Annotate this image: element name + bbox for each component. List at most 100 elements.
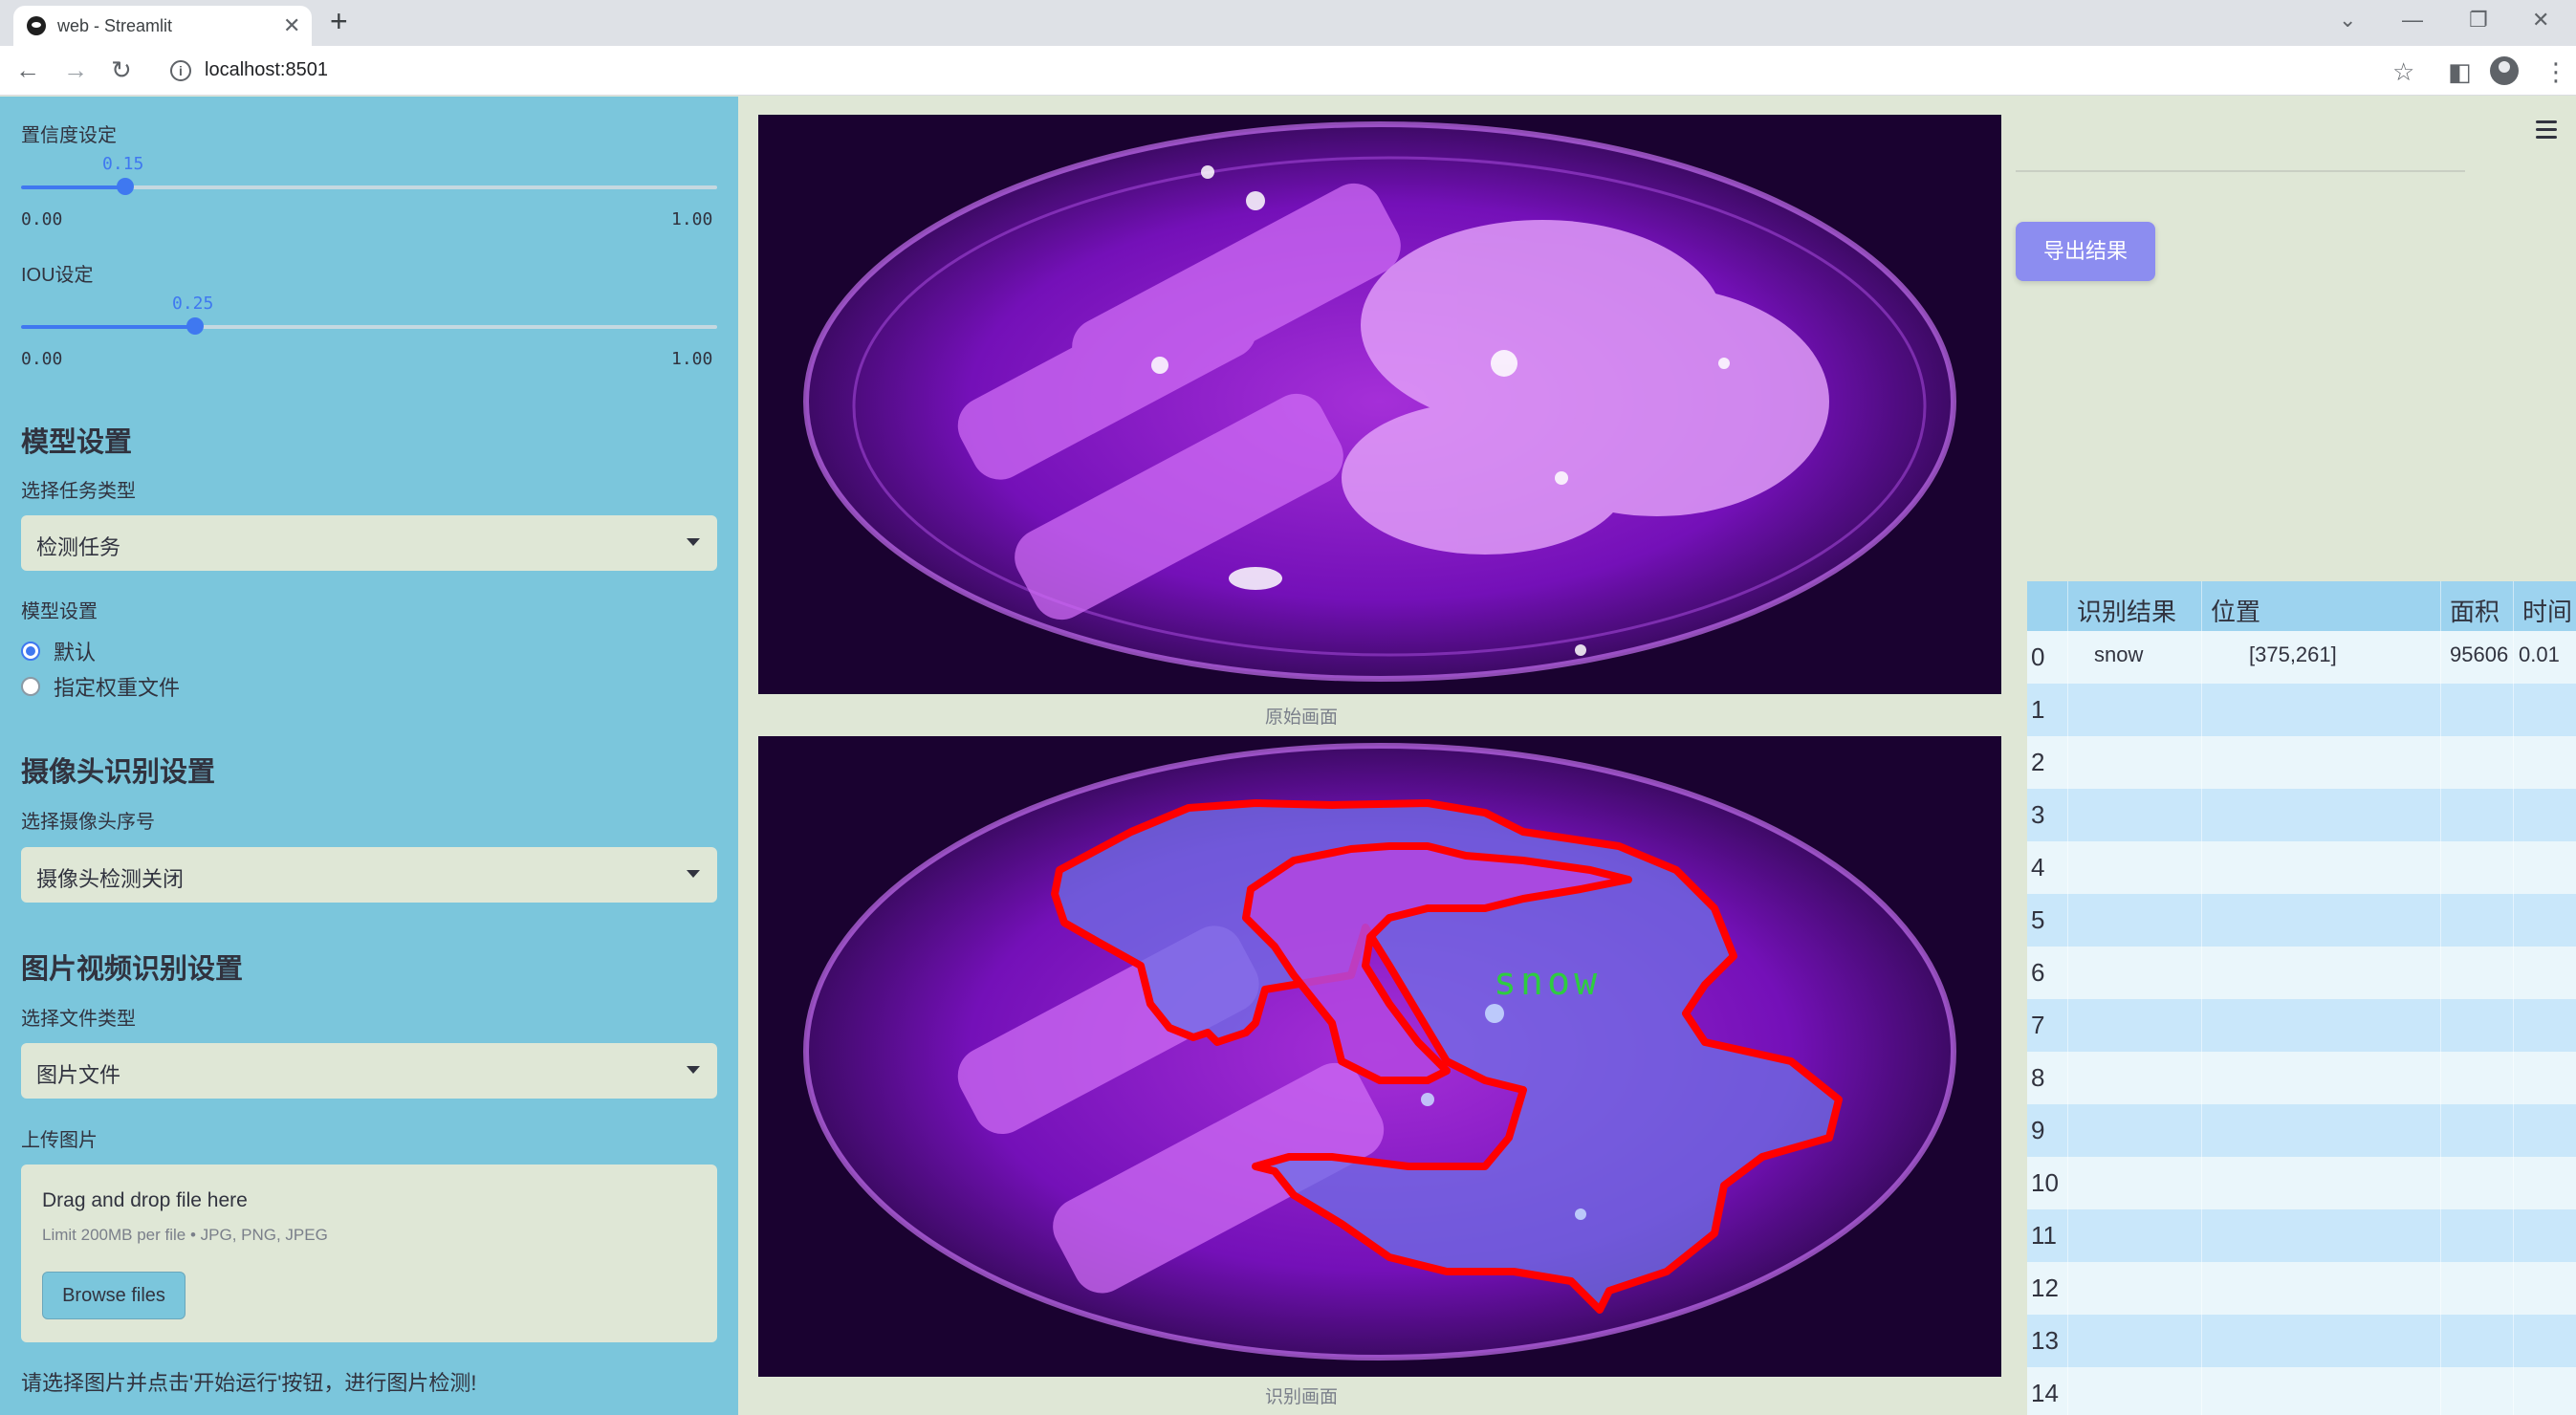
bookmark-star-icon[interactable]: ☆ — [2392, 57, 2415, 86]
radio-checked-icon[interactable] — [21, 642, 40, 661]
confidence-max: 1.00 — [671, 209, 713, 229]
radio-custom-weights[interactable]: 指定权重文件 — [21, 671, 180, 702]
header-position[interactable]: 位置 — [2211, 598, 2261, 626]
detection-mask — [1051, 799, 1843, 1314]
browser-tab-bar: web - Streamlit ✕ + ⌄ — ❐ ✕ — [0, 0, 2576, 46]
file-type-label: 选择文件类型 — [21, 1009, 136, 1030]
table-row[interactable]: 7 — [2027, 999, 2576, 1052]
browse-files-button[interactable]: Browse files — [42, 1272, 186, 1319]
browser-toolbar: ← → ↻ i localhost:8501 ☆ ◧ ⋮ — [0, 46, 2576, 96]
table-row[interactable]: 13 — [2027, 1315, 2576, 1367]
status-message: 请选择图片并点击'开始运行'按钮，进行图片检测! — [21, 1371, 477, 1395]
row-index: 5 — [2031, 905, 2045, 934]
side-panel-icon[interactable]: ◧ — [2448, 57, 2472, 86]
radio-default[interactable]: 默认 — [21, 636, 96, 666]
export-results-button[interactable]: 导出结果 — [2016, 222, 2155, 281]
iou-slider-thumb[interactable] — [186, 317, 204, 335]
model-label: 模型设置 — [21, 601, 98, 622]
streamlit-favicon-icon — [27, 16, 46, 35]
original-image-caption: 原始画面 — [1264, 708, 1338, 728]
cell-time: 0.01 — [2519, 642, 2560, 666]
table-row[interactable]: 5 — [2027, 894, 2576, 947]
table-row[interactable]: 0 snow [375,261] 95606 0.01 — [2027, 631, 2576, 684]
results-table[interactable]: 识别结果 位置 面积 时间 0 snow [375,261] 95606 0.01 1 2 3… — [2027, 581, 2576, 1415]
column-divider — [2513, 581, 2514, 1415]
tab-search-icon[interactable]: ⌄ — [2339, 8, 2357, 32]
upload-title: Drag and drop file here — [42, 1189, 248, 1211]
iou-slider-fill — [21, 325, 195, 329]
iou-slider[interactable] — [21, 317, 717, 335]
radio-unchecked-icon[interactable] — [21, 677, 40, 696]
header-result[interactable]: 识别结果 — [2077, 598, 2177, 626]
camera-index-select[interactable]: 摄像头检测关闭 — [21, 847, 717, 903]
window-close-icon[interactable]: ✕ — [2532, 8, 2550, 32]
task-type-value: 检测任务 — [36, 535, 121, 559]
divider — [2016, 170, 2465, 172]
table-row[interactable]: 8 — [2027, 1052, 2576, 1104]
header-area[interactable]: 面积 — [2450, 598, 2500, 626]
iou-max: 1.00 — [671, 349, 713, 369]
browser-menu-icon[interactable]: ⋮ — [2543, 57, 2568, 86]
address-bar[interactable]: i localhost:8501 — [157, 52, 2394, 90]
reload-icon[interactable]: ↻ — [111, 55, 132, 84]
profile-avatar-icon[interactable] — [2490, 56, 2519, 85]
confidence-label: 置信度设定 — [21, 125, 117, 146]
row-index: 1 — [2031, 695, 2045, 724]
browser-tab[interactable]: web - Streamlit ✕ — [13, 6, 312, 46]
chevron-down-icon — [687, 1066, 700, 1074]
cell-position: [375,261] — [2249, 642, 2337, 666]
forward-icon[interactable]: → — [63, 55, 88, 84]
table-row[interactable]: 10 — [2027, 1157, 2576, 1209]
table-row[interactable]: 1 — [2027, 684, 2576, 736]
table-row[interactable]: 3 — [2027, 789, 2576, 841]
chevron-down-icon — [687, 870, 700, 878]
column-divider — [2440, 581, 2441, 1415]
iou-min: 0.00 — [21, 349, 63, 369]
table-row[interactable]: 6 — [2027, 947, 2576, 999]
row-index: 11 — [2031, 1221, 2057, 1250]
site-info-icon[interactable]: i — [170, 60, 191, 81]
table-row[interactable]: 4 — [2027, 841, 2576, 894]
original-image — [758, 115, 2001, 694]
chevron-down-icon — [687, 538, 700, 546]
camera-index-label: 选择摄像头序号 — [21, 812, 155, 833]
table-row[interactable]: 9 — [2027, 1104, 2576, 1157]
row-index: 2 — [2031, 748, 2045, 776]
url-text[interactable]: localhost:8501 — [205, 59, 328, 80]
minimize-icon[interactable]: — — [2402, 8, 2423, 32]
confidence-min: 0.00 — [21, 209, 63, 229]
file-type-select[interactable]: 图片文件 — [21, 1043, 717, 1099]
task-type-select[interactable]: 检测任务 — [21, 515, 717, 571]
hamburger-menu-icon[interactable] — [2536, 120, 2557, 143]
result-image-caption: 识别画面 — [1264, 1387, 1338, 1407]
table-row[interactable]: 14 — [2027, 1367, 2576, 1415]
upload-limit: Limit 200MB per file • JPG, PNG, JPEG — [42, 1226, 328, 1244]
file-uploader-dropzone[interactable]: Drag and drop file here Limit 200MB per … — [21, 1165, 717, 1342]
radio-default-label: 默认 — [54, 641, 97, 664]
task-type-label: 选择任务类型 — [21, 481, 136, 502]
cell-result: snow — [2094, 642, 2144, 666]
row-index: 10 — [2031, 1168, 2059, 1197]
row-index: 4 — [2031, 853, 2045, 882]
sidebar: 置信度设定 0.15 0.00 1.00 IOU设定 0.25 0.00 1.0… — [0, 97, 738, 1415]
table-row[interactable]: 11 — [2027, 1209, 2576, 1262]
result-image: snow — [758, 736, 2001, 1377]
tab-close-icon[interactable]: ✕ — [283, 13, 301, 37]
radio-custom-weights-label: 指定权重文件 — [54, 676, 181, 700]
new-tab-icon[interactable]: + — [330, 4, 348, 38]
confidence-slider-fill — [21, 185, 125, 189]
iou-label: IOU设定 — [21, 265, 94, 286]
restore-icon[interactable]: ❐ — [2469, 8, 2488, 32]
confidence-slider-thumb[interactable] — [117, 178, 134, 195]
cell-area: 95606 — [2450, 642, 2509, 666]
row-index: 13 — [2031, 1326, 2059, 1355]
table-row[interactable]: 12 — [2027, 1262, 2576, 1315]
iou-value: 0.25 — [172, 294, 214, 314]
confidence-slider[interactable] — [21, 178, 717, 195]
detection-mask-hole — [1242, 842, 1632, 1084]
table-row[interactable]: 2 — [2027, 736, 2576, 789]
tab-title: web - Streamlit — [57, 16, 173, 35]
back-icon[interactable]: ← — [15, 55, 40, 84]
row-index: 9 — [2031, 1116, 2045, 1144]
header-time[interactable]: 时间 — [2522, 598, 2573, 626]
